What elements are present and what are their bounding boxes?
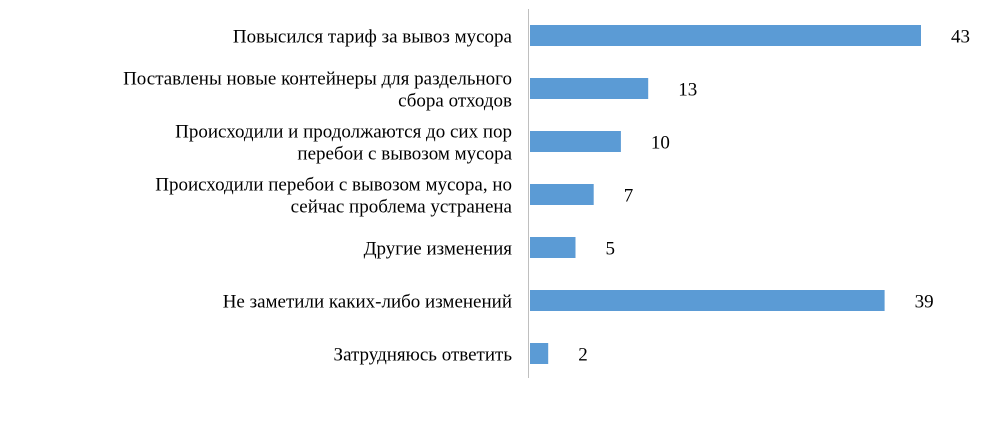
data-label-4: 7 [624,186,634,207]
category-label-6: Не заметили каких-либо изменений [223,292,512,313]
data-label-2: 13 [678,80,697,101]
data-label-5: 5 [606,239,616,260]
bar-3 [530,131,621,152]
bar-2 [530,78,649,99]
category-label-1: Повысился тариф за вывоз мусора [233,27,513,48]
category-label-4-line-1: Происходили перебои с вывозом мусора, но [155,175,512,196]
category-label-2-line-1: Поставлены новые контейнеры для раздельн… [123,69,512,90]
category-label-5-line-1: Другие изменения [364,239,513,260]
category-label-2-line-2: сбора отходов [398,91,512,112]
data-label-7: 2 [578,345,588,366]
bar-6 [530,290,885,311]
category-label-3-line-2: перебои с вывозом мусора [297,144,512,165]
category-labels-layer: Повысился тариф за вывоз мусора Поставлен… [123,27,513,366]
bar-1 [530,25,921,46]
category-label-6-line-1: Не заметили каких-либо изменений [223,292,512,313]
category-label-7-line-1: Затрудняюсь ответить [334,345,513,366]
data-label-6: 39 [915,292,934,313]
category-label-2: Поставлены новые контейнеры для раздельн… [123,69,512,112]
category-label-3: Происходили и продолжаются до сих пор пер… [175,122,512,165]
bars-layer [530,25,921,364]
bar-5 [530,237,576,258]
bar-4 [530,184,594,205]
data-label-3: 10 [651,133,670,154]
data-label-1: 43 [951,27,970,48]
bar-7 [530,343,549,364]
category-label-5: Другие изменения [364,239,513,260]
category-label-1-line-1: Повысился тариф за вывоз мусора [233,27,513,48]
category-label-3-line-1: Происходили и продолжаются до сих пор [175,122,512,143]
category-label-7: Затрудняюсь ответить [334,345,513,366]
category-label-4-line-2: сейчас проблема устранена [291,197,513,218]
data-labels-layer: 43 13 10 7 5 39 2 [578,27,970,366]
category-label-4: Происходили перебои с вывозом мусора, но… [155,175,512,218]
